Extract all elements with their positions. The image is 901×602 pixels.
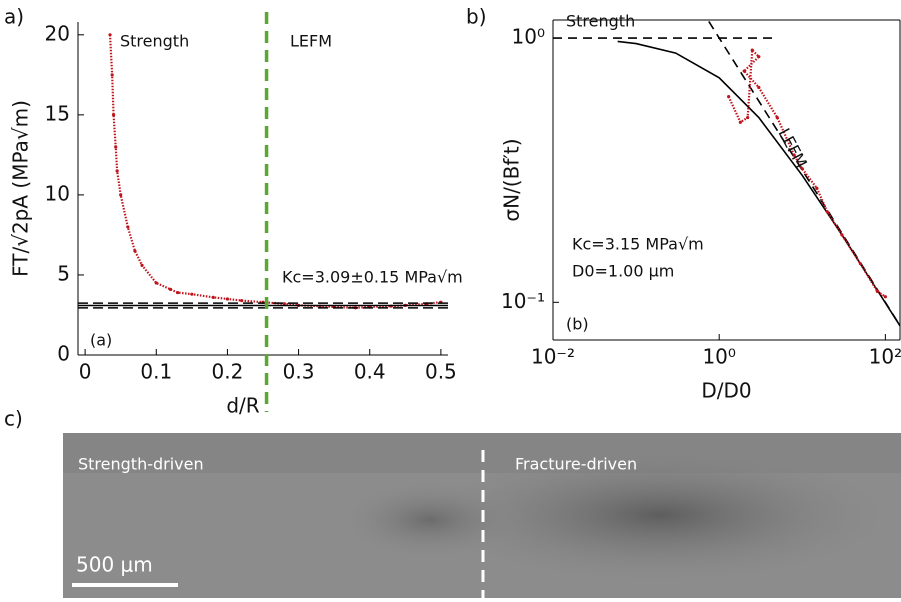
data-point (792, 153, 796, 157)
data-point (126, 225, 130, 229)
y-tick-label: 20 (45, 21, 70, 45)
data-point (115, 169, 119, 173)
data-line (617, 40, 901, 327)
data-point (742, 69, 746, 73)
data-point (840, 233, 844, 237)
data-point (757, 55, 761, 59)
micrograph: Strength-driven Fracture-driven 500 μm (63, 433, 901, 598)
y-axis-label: σN/(Bf′t) (500, 138, 524, 221)
region-label: Strength-driven (78, 455, 204, 474)
data-point (133, 249, 137, 253)
data-point (154, 281, 158, 285)
x-tick-label: 10² (869, 345, 901, 369)
data-point (108, 33, 112, 37)
data-point (757, 85, 761, 90)
data-point (775, 115, 779, 120)
data-point (211, 295, 215, 299)
y-tick-label: 10⁰ (512, 25, 545, 49)
data-point (119, 193, 123, 197)
x-tick-label: 10⁻² (531, 345, 575, 369)
x-tick-label: 0.3 (283, 360, 315, 384)
y-tick-label: 10 (45, 181, 70, 205)
annotation: D0=1.00 μm (572, 262, 674, 281)
panel-label: a) (4, 5, 24, 29)
data-point (176, 290, 180, 295)
data-point (750, 48, 754, 52)
data-point (815, 186, 819, 190)
x-axis-label: d/R (226, 394, 259, 418)
x-tick-label: 0.2 (212, 360, 244, 384)
data-point (140, 263, 144, 267)
data-point (190, 292, 194, 296)
annotation: Kc=3.09±0.15 MPa√m (282, 268, 463, 287)
data-point (240, 298, 244, 303)
data-point (875, 289, 879, 293)
data-point (282, 302, 286, 306)
annotation: Strength (566, 12, 635, 31)
data-line (708, 21, 901, 327)
x-tick-label: 0.1 (140, 360, 172, 384)
x-tick-label: 10⁰ (702, 345, 735, 369)
y-tick-label: 5 (57, 261, 70, 285)
data-line (727, 47, 886, 298)
fracture-zone (420, 445, 900, 585)
y-tick-label: 15 (45, 101, 70, 125)
data-point (168, 287, 173, 291)
scale-bar-label: 500 μm (76, 553, 153, 577)
annotation: (a) (90, 331, 112, 350)
annotation: LEFM (774, 125, 811, 171)
x-axis-label: D/D0 (701, 379, 751, 403)
data-point (883, 295, 887, 299)
data-point (738, 120, 742, 124)
x-tick-label: 0 (79, 360, 92, 384)
data-point (800, 167, 804, 171)
data-point (225, 297, 230, 301)
fracture-zone (340, 480, 520, 560)
data-point (858, 262, 862, 266)
data-point (111, 113, 116, 117)
y-tick-label: 10⁻¹ (501, 289, 545, 313)
panel-label: c) (4, 407, 23, 431)
data-point (114, 145, 118, 149)
data-point (746, 115, 750, 120)
x-tick-label: 0.4 (354, 360, 386, 384)
data-point (825, 210, 829, 214)
region-label: Fracture-driven (515, 455, 637, 474)
data-point (727, 95, 731, 99)
y-tick-label: 0 (57, 342, 70, 366)
x-tick-label: 0.5 (425, 360, 457, 384)
annotation: (b) (566, 315, 589, 334)
annotation: Kc=3.15 MPa√m (572, 235, 704, 254)
annotation: Strength (120, 32, 189, 51)
panel-label: b) (466, 5, 487, 29)
data-point (110, 73, 114, 77)
annotation: LEFM (290, 32, 332, 51)
y-axis-label: FT/√2pA (MPa√m) (9, 100, 33, 277)
